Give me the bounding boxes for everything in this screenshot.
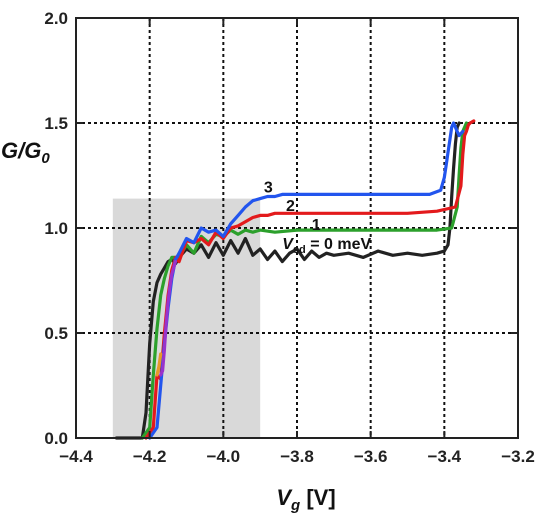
x-axis-label-main: V: [276, 485, 293, 510]
x-tick-labels: −4.4 −4.2 −4.0 −3.8 −3.6 −3.4 −3.2: [59, 447, 535, 466]
series-group: [114, 119, 476, 440]
x-axis-label-unit: [V]: [300, 485, 335, 510]
series-line-0: [114, 121, 461, 440]
x-tick-label: −3.4: [428, 447, 462, 466]
y-axis-label: G/G0: [1, 138, 50, 167]
x-tick-label: −3.2: [501, 447, 535, 466]
series-line-4: [159, 260, 178, 377]
y-tick-label: 1.5: [44, 114, 68, 133]
series-line-5: [155, 352, 163, 377]
label-vsd-main: V: [282, 236, 294, 253]
x-tick-label: −3.6: [354, 447, 388, 466]
x-axis-label: Vg [V]: [276, 485, 335, 514]
y-tick-label: 2.0: [44, 9, 68, 28]
y-tick-label: 1.0: [44, 219, 68, 238]
x-axis-label-sub: g: [290, 497, 300, 514]
x-tick-label: −4.4: [59, 447, 93, 466]
label-3: 3: [264, 179, 273, 196]
y-tick-labels: 0.0 0.5 1.0 1.5 2.0: [44, 9, 68, 448]
series-line-1: [140, 121, 468, 440]
label-vsd-sub: sd: [293, 244, 306, 256]
label-1: 1: [312, 217, 321, 234]
x-tick-label: −3.8: [280, 447, 314, 466]
y-axis-label-main: G/G: [1, 138, 41, 163]
y-axis-label-sub: 0: [41, 150, 50, 167]
tick-marks: [75, 17, 519, 439]
series-line-3: [148, 121, 465, 440]
curve-labels: 321 Vsd = 0 meV: [264, 179, 372, 256]
label-vsd-rest: = 0 meV: [306, 236, 372, 253]
label-vsd: Vsd = 0 meV: [282, 236, 371, 256]
x-tick-label: −4.0: [207, 447, 241, 466]
x-tick-label: −4.2: [133, 447, 167, 466]
y-tick-label: 0.5: [44, 324, 68, 343]
label-2: 2: [286, 198, 295, 215]
y-tick-label: 0.0: [44, 429, 68, 448]
